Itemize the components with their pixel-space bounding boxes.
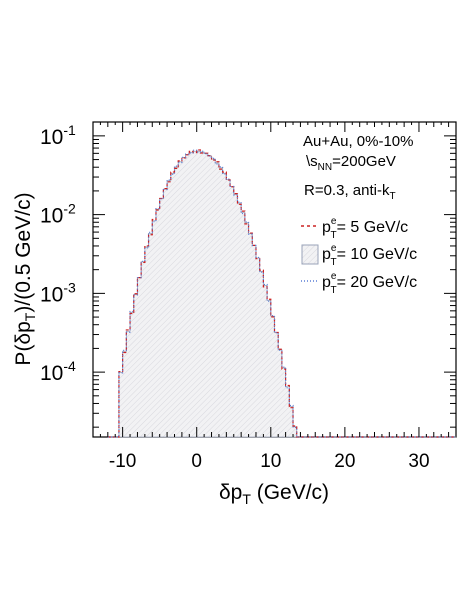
annotation-line3: R=0.3, anti-kT (304, 182, 396, 202)
series-10-area (107, 150, 456, 438)
legend: pe T= 5 GeV/c pe T= 10 GeV/c pe T= 20 GeV/c (301, 216, 417, 296)
annotation-line2-sub: NN (318, 162, 332, 173)
legend-label-20: pe T= 20 GeV/c (322, 271, 417, 296)
y-tick-label: 10-4 (40, 358, 76, 385)
legend-label-5: pe T= 5 GeV/c (322, 216, 408, 241)
y-tick-label: 10-3 (40, 279, 76, 306)
annotation-line1: Au+Au, 0%-10% (303, 133, 414, 150)
x-tick-label: 20 (334, 451, 355, 472)
annotation-line2-post: =200GeV (332, 153, 396, 170)
annotation-line2-pre: \s (306, 153, 318, 170)
annotation-line2: \sNN=200GeV (306, 153, 396, 173)
x-axis-ticks: -10 0 10 20 30 (92, 122, 450, 472)
x-axis-title: δpT (GeV/c) (219, 481, 329, 507)
y-tick-label: 10-2 (40, 201, 76, 228)
x-tick-label: 10 (260, 451, 281, 472)
series-5-line (107, 149, 456, 438)
annotation: Au+Au, 0%-10% \sNN=200GeV R=0.3, anti-kT (303, 133, 414, 202)
y-tick-label: 10-1 (40, 122, 76, 149)
y-axis-ticks: 10-1 10-2 10-3 10-4 (40, 122, 456, 428)
histograms (107, 149, 456, 438)
x-tick-label: -10 (109, 451, 136, 472)
x-tick-label: 0 (191, 451, 202, 472)
y-axis-title: P(δpT)/(0.5 GeV/c) (12, 192, 38, 365)
x-tick-label: 30 (408, 451, 429, 472)
annotation-line3-sub: T (389, 191, 395, 202)
legend-label-10: pe T= 10 GeV/c (322, 243, 417, 268)
legend-marker-filled (301, 244, 319, 265)
annotation-line3-pre: R=0.3, anti-k (304, 182, 390, 199)
